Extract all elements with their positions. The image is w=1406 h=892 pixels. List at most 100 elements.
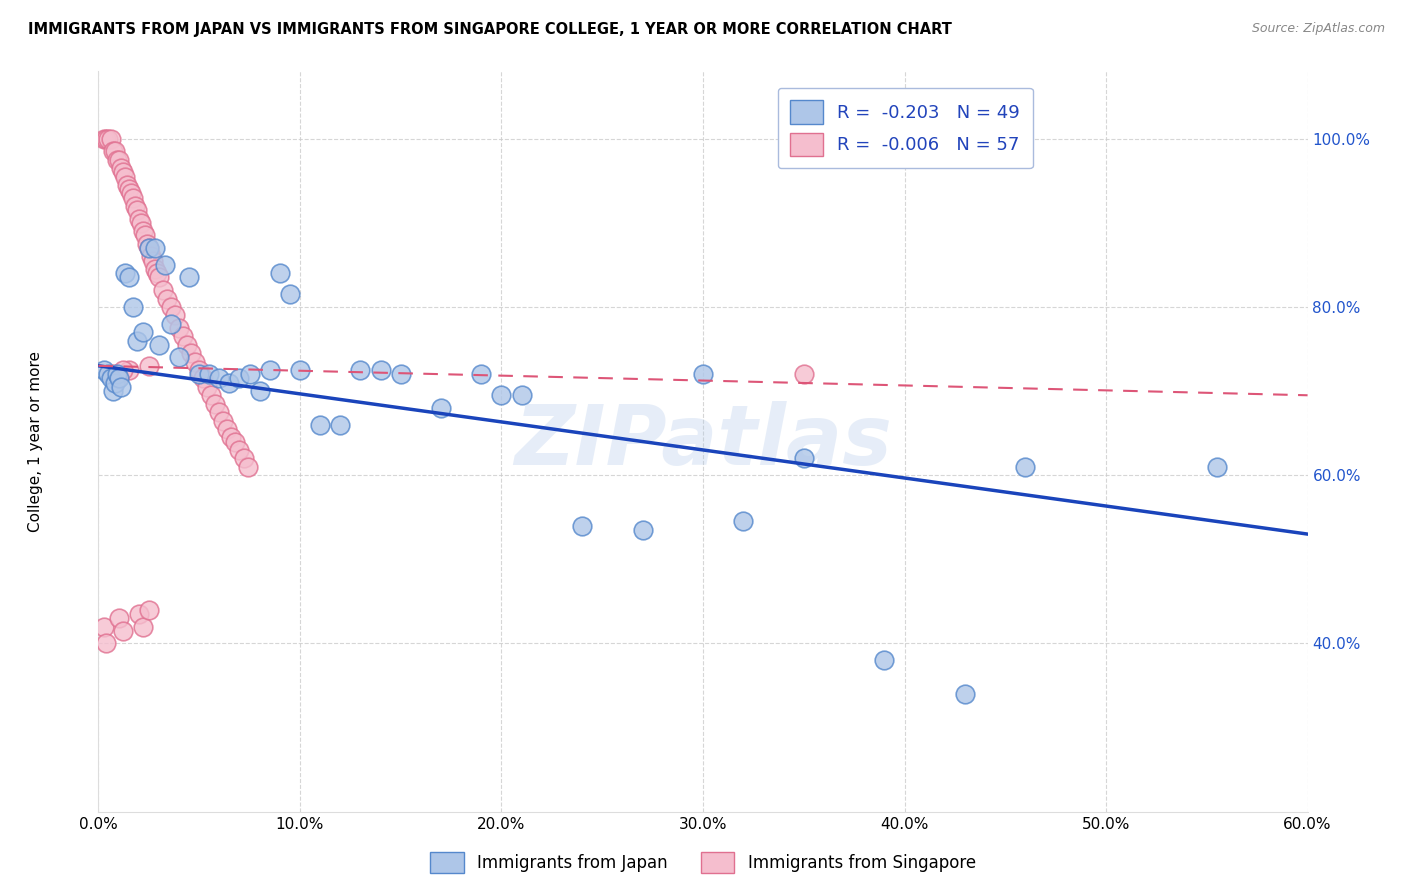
Point xyxy=(160,317,183,331)
Point xyxy=(491,388,513,402)
Point xyxy=(249,384,271,398)
Point xyxy=(139,250,162,264)
Point xyxy=(107,371,129,385)
Point xyxy=(107,153,129,167)
Point xyxy=(93,363,115,377)
Point xyxy=(329,417,352,432)
Point xyxy=(228,371,250,385)
Point xyxy=(105,371,128,385)
Point xyxy=(124,199,146,213)
Legend: R =  -0.203   N = 49, R =  -0.006   N = 57: R = -0.203 N = 49, R = -0.006 N = 57 xyxy=(778,87,1032,169)
Point xyxy=(208,371,231,385)
Point xyxy=(110,380,132,394)
Point xyxy=(93,620,115,634)
Text: ZIPatlas: ZIPatlas xyxy=(515,401,891,482)
Point xyxy=(733,515,755,529)
Text: IMMIGRANTS FROM JAPAN VS IMMIGRANTS FROM SINGAPORE COLLEGE, 1 YEAR OR MORE CORRE: IMMIGRANTS FROM JAPAN VS IMMIGRANTS FROM… xyxy=(28,22,952,37)
Point xyxy=(121,300,143,314)
Point xyxy=(103,376,125,390)
Point xyxy=(212,413,235,427)
Point xyxy=(160,300,183,314)
Point xyxy=(135,236,157,251)
Point xyxy=(232,451,254,466)
Point xyxy=(152,283,174,297)
Point xyxy=(100,368,122,382)
Point xyxy=(430,401,453,415)
Point xyxy=(370,363,392,377)
Point xyxy=(793,451,815,466)
Point xyxy=(105,153,128,167)
Point xyxy=(120,186,142,201)
Point xyxy=(96,131,118,145)
Point xyxy=(125,334,148,348)
Point xyxy=(118,270,141,285)
Point xyxy=(128,607,150,621)
Point xyxy=(111,165,134,179)
Point xyxy=(278,287,301,301)
Point xyxy=(172,329,194,343)
Point xyxy=(132,224,155,238)
Point xyxy=(198,368,221,382)
Point xyxy=(259,363,281,377)
Y-axis label: College, 1 year or more: College, 1 year or more xyxy=(28,351,42,532)
Point xyxy=(1206,459,1229,474)
Point xyxy=(103,368,125,382)
Point xyxy=(953,687,976,701)
Point xyxy=(167,351,190,365)
Point xyxy=(118,182,141,196)
Point xyxy=(193,371,215,385)
Point xyxy=(163,309,186,323)
Point xyxy=(129,216,152,230)
Point xyxy=(100,131,122,145)
Point xyxy=(107,611,129,625)
Point xyxy=(269,266,291,280)
Point xyxy=(236,459,259,474)
Point xyxy=(793,368,815,382)
Point xyxy=(873,653,896,667)
Legend: Immigrants from Japan, Immigrants from Singapore: Immigrants from Japan, Immigrants from S… xyxy=(423,846,983,880)
Point xyxy=(148,270,170,285)
Point xyxy=(288,363,311,377)
Point xyxy=(134,228,156,243)
Point xyxy=(143,241,166,255)
Point xyxy=(188,368,211,382)
Point xyxy=(125,203,148,218)
Point xyxy=(138,241,160,255)
Point xyxy=(114,169,136,184)
Point xyxy=(167,321,190,335)
Point xyxy=(97,368,120,382)
Point xyxy=(105,368,128,382)
Point xyxy=(138,241,160,255)
Point xyxy=(100,371,122,385)
Point xyxy=(114,266,136,280)
Point xyxy=(128,211,150,226)
Point xyxy=(217,422,239,436)
Point xyxy=(692,368,714,382)
Point xyxy=(1014,459,1036,474)
Point xyxy=(156,292,179,306)
Point xyxy=(510,388,533,402)
Point xyxy=(118,363,141,377)
Point xyxy=(138,603,160,617)
Point xyxy=(132,325,155,339)
Point xyxy=(138,359,160,373)
Point xyxy=(101,145,124,159)
Point xyxy=(180,346,202,360)
Point xyxy=(111,363,134,377)
Point xyxy=(132,620,155,634)
Point xyxy=(97,131,120,145)
Point xyxy=(195,380,218,394)
Point xyxy=(200,388,222,402)
Point xyxy=(389,368,412,382)
Point xyxy=(121,190,143,204)
Point xyxy=(208,405,231,419)
Point xyxy=(143,262,166,277)
Point xyxy=(148,338,170,352)
Point xyxy=(184,354,207,368)
Point xyxy=(239,368,262,382)
Text: Source: ZipAtlas.com: Source: ZipAtlas.com xyxy=(1251,22,1385,36)
Point xyxy=(470,368,492,382)
Point xyxy=(571,518,593,533)
Point xyxy=(101,384,124,398)
Point xyxy=(146,266,169,280)
